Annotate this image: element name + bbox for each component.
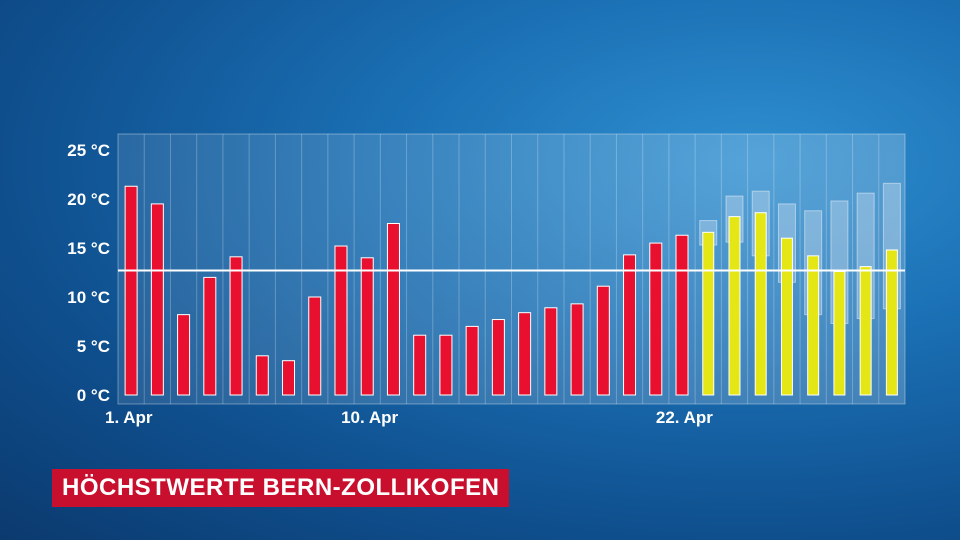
observed-bar xyxy=(177,314,191,396)
grid-lines xyxy=(143,134,880,404)
forecast-bar xyxy=(754,212,767,396)
observed-bar xyxy=(413,334,427,396)
observed-bar xyxy=(649,242,663,396)
y-tick-label: 10 °C xyxy=(67,288,110,307)
plot-area xyxy=(117,133,906,405)
x-tick-label: 22. Apr xyxy=(656,408,713,427)
title-banner: HÖCHSTWERTE BERN-ZOLLIKOFEN xyxy=(52,469,510,507)
forecast-bar xyxy=(728,216,741,396)
y-tick-label: 0 °C xyxy=(77,386,110,405)
y-axis-ticks: 0 °C 5 °C 10 °C 15 °C 20 °C 25 °C xyxy=(67,141,110,405)
bars-group xyxy=(124,185,898,396)
observed-bar xyxy=(465,325,479,396)
plot-background xyxy=(117,133,906,405)
y-tick-label: 5 °C xyxy=(77,337,110,356)
observed-bar xyxy=(255,355,269,396)
y-tick-label: 20 °C xyxy=(67,190,110,209)
observed-bar xyxy=(544,307,558,396)
observed-bar xyxy=(150,203,164,396)
chart-title: HÖCHSTWERTE BERN-ZOLLIKOFEN xyxy=(62,474,500,501)
observed-bar xyxy=(623,254,637,396)
x-tick-label: 10. Apr xyxy=(341,408,398,427)
forecast-bar xyxy=(702,231,715,396)
observed-bar xyxy=(308,296,322,396)
forecast-bar xyxy=(807,255,820,396)
x-axis-ticks: 1. Apr 10. Apr 22. Apr xyxy=(105,408,713,427)
observed-bar xyxy=(570,303,584,396)
observed-bar xyxy=(491,319,505,396)
forecast-bar xyxy=(780,237,793,396)
observed-bar xyxy=(203,276,217,396)
y-tick-label: 25 °C xyxy=(67,141,110,160)
observed-bar xyxy=(386,223,400,396)
observed-bar xyxy=(596,285,610,396)
observed-bar xyxy=(675,234,689,396)
observed-bar xyxy=(282,360,296,396)
observed-bar xyxy=(518,312,532,396)
observed-bar xyxy=(439,334,453,396)
forecast-bar xyxy=(885,249,898,396)
y-tick-label: 15 °C xyxy=(67,239,110,258)
forecast-bar xyxy=(833,271,846,396)
observed-bar xyxy=(124,185,138,396)
observed-bar xyxy=(360,257,374,396)
forecast-bar xyxy=(859,266,872,396)
observed-bar xyxy=(229,256,243,396)
x-tick-label: 1. Apr xyxy=(105,408,153,427)
observed-bar xyxy=(334,245,348,396)
